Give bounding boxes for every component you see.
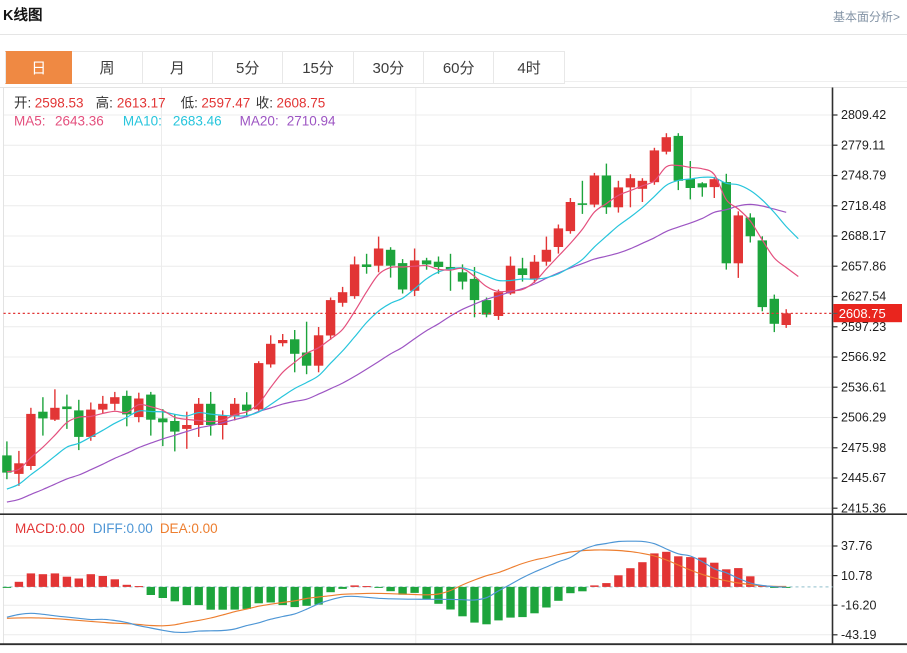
- svg-text:2445.67: 2445.67: [841, 471, 886, 485]
- svg-text:2415.36: 2415.36: [841, 502, 886, 516]
- svg-text:2608.75: 2608.75: [839, 306, 886, 321]
- svg-text:2779.11: 2779.11: [841, 138, 885, 152]
- svg-text:2748.79: 2748.79: [841, 169, 886, 183]
- svg-text:10.78: 10.78: [841, 569, 872, 583]
- svg-text:2536.61: 2536.61: [841, 380, 886, 394]
- svg-text:2627.54: 2627.54: [841, 290, 886, 304]
- svg-text:2688.17: 2688.17: [841, 229, 886, 243]
- svg-text:2657.86: 2657.86: [841, 259, 886, 273]
- svg-text:开:2598.53高:2613.17低:2597.47收:2: 开: 2598.53 高: 2613.17 低: 2597.47 收: 2608.75: [14, 95, 325, 111]
- svg-text:2718.48: 2718.48: [841, 199, 886, 213]
- svg-text:-16.20: -16.20: [841, 598, 876, 612]
- svg-text:-43.19: -43.19: [841, 628, 876, 642]
- svg-text:2566.92: 2566.92: [841, 350, 886, 364]
- svg-text:2597.23: 2597.23: [841, 320, 886, 334]
- svg-text:2475.98: 2475.98: [841, 441, 886, 455]
- svg-text:37.76: 37.76: [841, 539, 872, 553]
- svg-text:2506.29: 2506.29: [841, 411, 886, 425]
- svg-text:2809.42: 2809.42: [841, 108, 886, 122]
